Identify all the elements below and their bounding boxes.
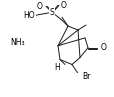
Text: H: H xyxy=(54,63,60,72)
Text: HO: HO xyxy=(23,11,35,20)
Text: S: S xyxy=(49,8,54,17)
Text: NH₃: NH₃ xyxy=(11,38,25,47)
Text: O: O xyxy=(60,1,66,10)
Text: O: O xyxy=(100,43,106,52)
Text: Br: Br xyxy=(81,72,90,81)
Text: O: O xyxy=(37,2,43,11)
